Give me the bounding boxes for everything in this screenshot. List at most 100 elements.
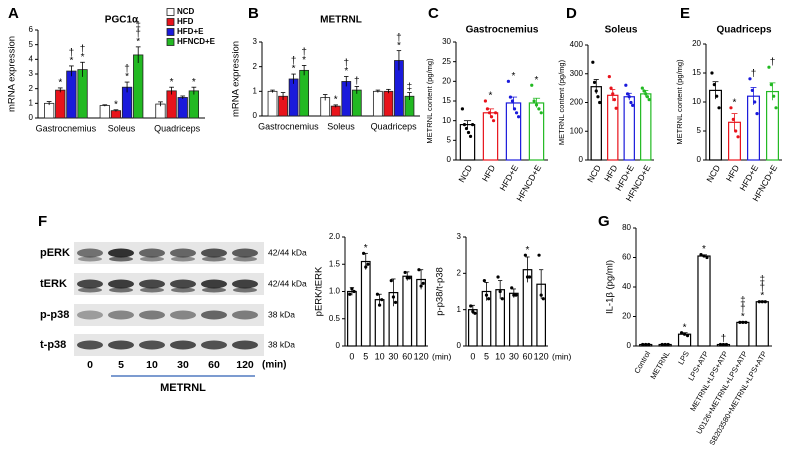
y-axis-label: METRNL content (pg/mg) [557,59,566,145]
x-tick-label: LPS [676,349,691,366]
y-tick-label: 80 [622,223,631,232]
bar [372,90,383,117]
data-point [609,86,613,90]
x-tick-label: NCD [585,163,603,184]
x-tick-label: Gastrocnemius [258,121,319,131]
blot-band [170,340,196,350]
y-tick-label: 10 [442,116,451,125]
data-point [647,342,651,347]
annotation: * [69,56,73,67]
x-tick-label: HFD+E [497,163,520,193]
x-tick-label: HFD [724,163,741,183]
data-point [482,279,486,283]
y-tick-label: 100 [570,126,584,135]
y-tick-label: 0 [697,155,702,164]
x-tick-label: 5 [363,351,368,361]
data-point [767,65,771,69]
blot-time-label: 60 [208,359,220,371]
data-point [493,111,498,115]
bar [267,90,278,117]
x-tick-label: Quadriceps [154,123,201,133]
x-tick-label: 60 [522,351,532,361]
blot-size-label: 42/44 kDa [268,247,307,257]
y-tick-label: 200 [570,98,584,107]
bar [747,95,760,161]
annotation: * [344,66,348,77]
data-point [757,300,761,304]
y-tick-label: 300 [570,69,584,78]
blot-band [77,310,103,320]
data-point [710,71,714,75]
bar [736,321,750,347]
x-axis-label: (min) [552,351,572,361]
bar [99,105,110,119]
bar [177,97,188,119]
data-point [679,331,684,335]
annotation: † [343,58,349,69]
blot-band [232,279,258,289]
data-point [534,103,539,107]
data-point [403,270,407,275]
x-tick-label: 60 [402,351,412,361]
y-tick-label: 2 [29,84,34,93]
data-point [750,88,754,92]
data-point [627,95,631,99]
annotation: † [396,32,402,43]
y-axis-label: mRNA expression [7,36,18,112]
y-tick-label: 2 [457,268,462,277]
bar [347,290,357,347]
data-point [715,94,719,98]
legend-swatch [166,38,175,46]
data-point [755,112,759,116]
bar [188,90,199,119]
data-point [393,300,398,304]
data-point [510,286,514,290]
data-point [702,254,706,258]
data-point [487,297,491,301]
data-point [460,107,465,111]
data-point [734,129,738,133]
chart-title: Quadriceps [716,25,771,36]
data-point [348,292,352,296]
annotation: * [683,322,687,333]
legend-swatch [166,18,175,26]
data-point [471,309,475,314]
y-tick-label: 15 [692,68,701,77]
data-point [485,107,490,111]
y-tick-label: 0 [29,113,34,122]
blot-band [202,256,226,262]
annotation: * [192,77,196,88]
data-point [592,80,597,84]
bar [133,54,144,119]
y-axis-label: IL-1β (pg/ml) [605,260,616,314]
blot-band [109,256,133,262]
bar [755,301,769,347]
legend-label: HFD+E [177,27,204,36]
panel-label: G [598,213,610,230]
blot-time-label: 120 [236,359,254,371]
data-point [753,100,757,104]
blot-size-label: 38 kDa [268,339,295,349]
annotation: † [124,64,130,75]
annotation: * [81,52,85,63]
y-tick-label: 4 [29,54,34,63]
x-tick-label: 10 [495,351,505,361]
bar [341,81,352,117]
y-axis-label: mRNA expression [231,41,242,117]
data-point [644,92,648,96]
y-tick-label: 5 [697,126,702,135]
data-point [377,303,382,307]
annotation: † [770,57,776,68]
y-tick-label: 20 [692,39,701,48]
bar [482,112,499,161]
panel-label: B [248,5,259,22]
blot-time-label: 0 [87,359,93,371]
data-point [417,268,421,272]
panel-label: E [680,5,690,22]
data-point [774,106,778,110]
data-point [530,83,534,87]
data-point [421,281,425,285]
legend-swatch [166,8,175,16]
blot-band [233,256,257,262]
data-point [724,342,729,347]
